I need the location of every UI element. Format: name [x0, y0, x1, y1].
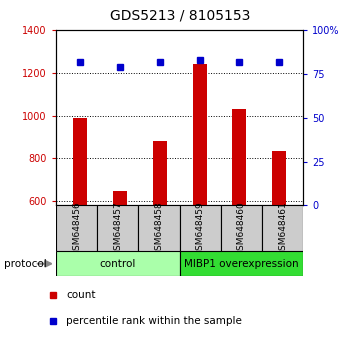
Bar — [180, 251, 303, 276]
Bar — [73, 118, 87, 205]
Text: GSM648460: GSM648460 — [237, 201, 246, 256]
Bar — [272, 151, 286, 205]
Text: control: control — [100, 259, 136, 269]
Bar — [180, 205, 221, 251]
Text: MIBP1 overexpression: MIBP1 overexpression — [184, 259, 299, 269]
Bar — [153, 141, 167, 205]
Bar — [138, 205, 180, 251]
Text: percentile rank within the sample: percentile rank within the sample — [66, 316, 242, 326]
Text: GSM648457: GSM648457 — [113, 201, 122, 256]
Text: GSM648459: GSM648459 — [196, 201, 205, 256]
Bar — [113, 192, 127, 205]
Bar — [56, 205, 97, 251]
Bar — [221, 205, 262, 251]
Bar — [232, 109, 247, 205]
Bar — [97, 205, 138, 251]
Text: GSM648461: GSM648461 — [278, 201, 287, 256]
Text: count: count — [66, 290, 96, 300]
Text: GDS5213 / 8105153: GDS5213 / 8105153 — [110, 9, 251, 23]
Text: GSM648458: GSM648458 — [155, 201, 164, 256]
Bar — [192, 64, 206, 205]
Bar — [56, 251, 180, 276]
Bar — [262, 205, 303, 251]
Text: protocol: protocol — [4, 259, 46, 269]
Text: GSM648456: GSM648456 — [72, 201, 81, 256]
